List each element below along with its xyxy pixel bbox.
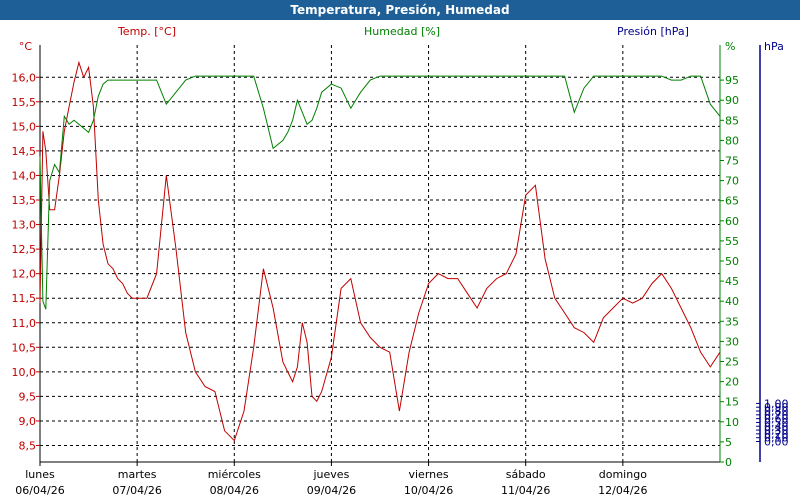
pressure-axis-label: Presión [hPa]: [617, 25, 689, 38]
temp-tick-label: 10,0: [12, 366, 37, 379]
humidity-tick-label: 65: [725, 195, 739, 208]
humidity-tick-label: 85: [725, 114, 739, 127]
pressure-tick-label: 0,30: [764, 424, 789, 437]
temp-tick-label: 15,5: [12, 96, 37, 109]
humidity-tick-label: 35: [725, 315, 739, 328]
humidity-axis-label: Humedad [%]: [364, 25, 440, 38]
temp-tick-label: 14,0: [12, 169, 37, 182]
x-day-label: miércoles: [208, 468, 261, 481]
pressure-tick-label: 0,10: [764, 432, 789, 445]
pressure-tick-label: 0,70: [764, 409, 789, 422]
temperature-series-line: [39, 60, 721, 442]
x-date-label: 11/04/26: [501, 484, 550, 497]
humidity-series-line: [39, 75, 721, 310]
pressure-tick-label: 0,20: [764, 428, 789, 441]
humidity-tick-label: 15: [725, 396, 739, 409]
x-day-label: lunes: [25, 468, 55, 481]
pressure-tick-label: 0,00: [764, 436, 789, 449]
humidity-tick-label: 60: [725, 215, 739, 228]
humidity-tick-label: 10: [725, 416, 739, 429]
x-day-label: sábado: [506, 468, 546, 481]
temp-tick-label: 16,0: [12, 71, 37, 84]
x-day-label: jueves: [313, 468, 350, 481]
humidity-tick-label: 0: [725, 456, 732, 469]
x-date-label: 09/04/26: [307, 484, 356, 497]
x-day-label: martes: [118, 468, 157, 481]
temp-tick-label: 10,5: [12, 341, 37, 354]
pressure-unit-label: hPa: [764, 40, 784, 53]
temp-tick-label: 13,0: [12, 219, 37, 232]
humidity-tick-label: 20: [725, 376, 739, 389]
pressure-tick-label: 0,40: [764, 420, 789, 433]
humidity-tick-label: 75: [725, 155, 739, 168]
chart-title: Temperatura, Presión, Humedad: [290, 3, 510, 17]
pressure-tick-label: 1,00: [764, 397, 789, 410]
humidity-tick-label: 5: [725, 436, 732, 449]
temp-tick-label: 8,5: [19, 440, 37, 453]
temp-tick-label: 15,0: [12, 120, 37, 133]
humidity-tick-label: 90: [725, 94, 739, 107]
x-date-label: 08/04/26: [210, 484, 259, 497]
humidity-tick-label: 30: [725, 335, 739, 348]
temp-tick-label: 12,5: [12, 243, 37, 256]
x-date-label: 12/04/26: [598, 484, 647, 497]
title-bar: Temperatura, Presión, Humedad: [0, 0, 800, 20]
temp-tick-label: 9,0: [19, 415, 37, 428]
x-day-label: domingo: [599, 468, 647, 481]
x-date-label: 06/04/26: [15, 484, 64, 497]
temp-tick-label: 14,5: [12, 145, 37, 158]
temp-tick-label: 11,5: [12, 292, 37, 305]
temp-unit-label: °C: [19, 40, 33, 53]
humidity-tick-label: 55: [725, 235, 739, 248]
pressure-tick-label: 0,80: [764, 405, 789, 418]
x-date-label: 07/04/26: [112, 484, 161, 497]
temp-tick-label: 12,0: [12, 268, 37, 281]
humidity-tick-label: 50: [725, 255, 739, 268]
humidity-tick-label: 40: [725, 295, 739, 308]
humidity-tick-label: 25: [725, 356, 739, 369]
humidity-tick-label: 95: [725, 74, 739, 87]
humidity-tick-label: 80: [725, 134, 739, 147]
pressure-tick-label: 0,50: [764, 416, 789, 429]
humidity-unit-label: %: [725, 40, 735, 53]
pressure-tick-label: 0,60: [764, 413, 789, 426]
temp-tick-label: 9,5: [19, 390, 37, 403]
humidity-tick-label: 70: [725, 175, 739, 188]
x-day-label: viernes: [408, 468, 448, 481]
humidity-tick-label: 45: [725, 275, 739, 288]
chart-plot: °C Temp. [°C] Humedad [%] Presión [hPa]% hPa…: [12, 25, 789, 497]
x-date-label: 10/04/26: [404, 484, 453, 497]
temp-axis-label: Temp. [°C]: [117, 25, 176, 38]
pressure-tick-label: 0,90: [764, 401, 789, 414]
temp-tick-label: 13,5: [12, 194, 37, 207]
temp-tick-label: 11,0: [12, 317, 37, 330]
